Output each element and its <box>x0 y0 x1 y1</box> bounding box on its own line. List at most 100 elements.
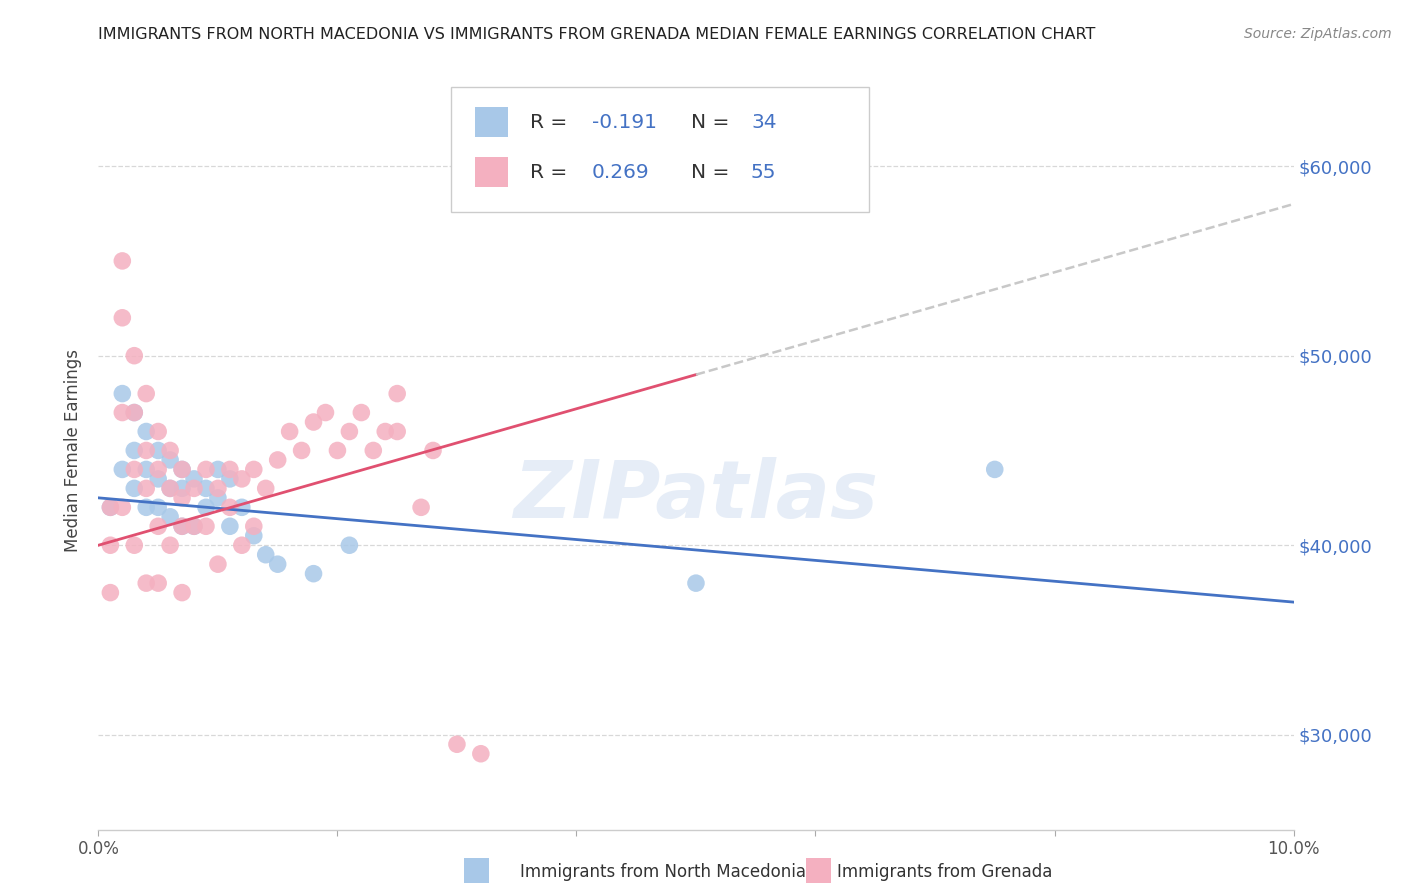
Point <box>183 519 205 533</box>
Point <box>685 576 707 591</box>
Point <box>172 462 194 476</box>
Point <box>159 481 181 495</box>
Text: R =: R = <box>530 162 574 182</box>
Point <box>111 386 134 401</box>
Text: N =: N = <box>692 112 735 132</box>
Point <box>111 310 134 325</box>
Point <box>302 566 325 581</box>
Point <box>207 491 229 505</box>
Text: R =: R = <box>530 112 574 132</box>
Point <box>243 529 266 543</box>
Point <box>135 443 157 458</box>
Point <box>124 462 146 476</box>
Point <box>159 453 181 467</box>
Point <box>195 462 218 476</box>
Point <box>350 405 373 419</box>
Point <box>219 500 242 515</box>
Point <box>278 425 301 439</box>
Point <box>207 481 229 495</box>
Point <box>148 425 170 439</box>
Point <box>183 472 205 486</box>
Point <box>172 519 194 533</box>
Point <box>135 386 157 401</box>
Point <box>98 585 122 599</box>
Point <box>267 557 290 571</box>
Point <box>111 405 134 419</box>
Text: Immigrants from North Macedonia: Immigrants from North Macedonia <box>520 863 806 881</box>
Point <box>254 548 277 562</box>
Point <box>159 538 181 552</box>
Point <box>195 519 218 533</box>
Point <box>243 462 266 476</box>
Point <box>172 481 194 495</box>
Text: ZIPatlas: ZIPatlas <box>513 457 879 535</box>
Y-axis label: Median Female Earnings: Median Female Earnings <box>65 349 83 552</box>
Point <box>148 462 170 476</box>
Point <box>984 462 1007 476</box>
Text: Immigrants from Grenada: Immigrants from Grenada <box>837 863 1052 881</box>
Point <box>422 443 444 458</box>
Point <box>124 405 146 419</box>
Point <box>315 405 337 419</box>
Point <box>172 585 194 599</box>
Point <box>148 519 170 533</box>
Point <box>231 472 253 486</box>
Point <box>124 538 146 552</box>
Point <box>207 557 229 571</box>
Point <box>231 538 253 552</box>
Point <box>363 443 385 458</box>
Text: 55: 55 <box>751 162 776 182</box>
Point <box>195 500 218 515</box>
Point <box>124 443 146 458</box>
Point <box>148 472 170 486</box>
Text: Source: ZipAtlas.com: Source: ZipAtlas.com <box>1244 27 1392 41</box>
Point <box>183 519 205 533</box>
Point <box>111 500 134 515</box>
Text: 0.269: 0.269 <box>592 162 650 182</box>
Text: IMMIGRANTS FROM NORTH MACEDONIA VS IMMIGRANTS FROM GRENADA MEDIAN FEMALE EARNING: IMMIGRANTS FROM NORTH MACEDONIA VS IMMIG… <box>98 27 1095 42</box>
Text: 34: 34 <box>751 112 776 132</box>
Point <box>98 500 122 515</box>
Point <box>159 443 181 458</box>
Point <box>219 472 242 486</box>
Point <box>135 462 157 476</box>
FancyBboxPatch shape <box>451 87 869 211</box>
Point <box>111 253 134 268</box>
Point <box>135 576 157 591</box>
Point <box>219 462 242 476</box>
Point <box>135 500 157 515</box>
Bar <box>475 107 509 137</box>
Point <box>231 500 253 515</box>
Point <box>159 481 181 495</box>
Point <box>124 405 146 419</box>
Point <box>374 425 396 439</box>
Point <box>148 443 170 458</box>
Point <box>291 443 314 458</box>
Point <box>111 462 134 476</box>
Point <box>385 386 409 401</box>
Point <box>98 500 122 515</box>
Point <box>385 425 409 439</box>
Text: N =: N = <box>692 162 735 182</box>
Point <box>135 481 157 495</box>
Point <box>172 519 194 533</box>
Point <box>267 453 290 467</box>
Point <box>470 747 492 761</box>
Bar <box>475 157 509 187</box>
Point <box>207 462 229 476</box>
Point <box>339 425 361 439</box>
Point <box>148 500 170 515</box>
Point <box>243 519 266 533</box>
Point <box>339 538 361 552</box>
Point <box>159 509 181 524</box>
Point <box>98 538 122 552</box>
Point <box>183 481 205 495</box>
Point <box>302 415 325 429</box>
Point <box>135 425 157 439</box>
Point <box>124 481 146 495</box>
Point <box>219 519 242 533</box>
Point <box>124 349 146 363</box>
Point <box>254 481 277 495</box>
Point <box>195 481 218 495</box>
Point <box>446 737 468 751</box>
